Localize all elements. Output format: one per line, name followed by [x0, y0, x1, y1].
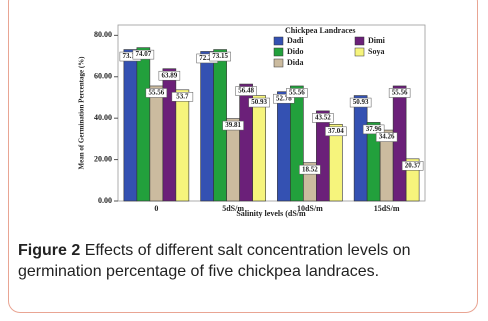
value-label-box [375, 132, 398, 142]
plot-frame [117, 24, 426, 202]
legend-swatch [354, 36, 365, 46]
value-label-box [312, 113, 334, 123]
value-label: 50.93 [353, 98, 369, 106]
value-label-box [222, 120, 244, 131]
value-label: 74.07 [136, 50, 152, 58]
caption: Figure 2 Effects of different salt conce… [18, 240, 473, 282]
value-label: 55.56 [149, 89, 165, 97]
legend-title: Chickpea Landraces [285, 26, 355, 35]
bar [316, 110, 330, 202]
figure-frame [8, 0, 478, 313]
y-tick-label: 20.00 [94, 154, 112, 163]
value-label-box [145, 88, 168, 98]
x-axis-title: Salinity levels (dS/m [236, 209, 306, 218]
value-label: 63.89 [162, 71, 178, 79]
legend-swatch [273, 58, 284, 68]
bar [392, 85, 407, 202]
legend-label: Dadi [287, 36, 304, 45]
value-label-box [171, 92, 194, 102]
bar [226, 118, 240, 202]
value-label: 50.93 [251, 98, 267, 106]
bar [123, 49, 138, 202]
y-axis-title: Mean of Germination Percentage (%) [78, 56, 86, 170]
chart: Mean of Germination Percentage (%) Salin… [78, 24, 426, 218]
value-label: 20.37 [405, 161, 421, 169]
x-tick-label: 10dS/m [297, 204, 323, 213]
value-label-box [158, 70, 181, 81]
value-label-box [299, 164, 321, 175]
value-label-box [209, 51, 231, 62]
y-tick-label: 60.00 [94, 72, 112, 81]
value-label-box [273, 93, 295, 104]
value-label: 73.15 [212, 52, 228, 60]
bar [329, 124, 343, 202]
caption-label: Figure 2 [18, 242, 81, 259]
x-tick-label: 5dS/m [222, 204, 244, 213]
value-label: 39.81 [225, 121, 241, 129]
value-label: 73.15 [123, 52, 139, 60]
value-label-box [235, 86, 257, 96]
legend-swatch [354, 47, 365, 57]
bar [136, 47, 151, 202]
value-label-box [349, 97, 372, 108]
value-label: 18.52 [302, 165, 318, 173]
x-tick-label: 15dS/m [374, 204, 400, 213]
y-tick-label: 40.00 [94, 113, 112, 122]
value-label-box [248, 97, 270, 108]
bar [252, 95, 266, 202]
y-tick-label: 0.00 [98, 196, 112, 205]
value-label: 34.26 [379, 133, 395, 141]
y-tick-label: 80.00 [94, 30, 112, 39]
legend-label: Dido [287, 47, 303, 56]
value-label-box [401, 161, 424, 171]
legend-label: Soya [368, 47, 384, 56]
value-label-box [362, 124, 385, 135]
bar [277, 91, 291, 202]
value-label: 43.52 [315, 113, 331, 121]
value-label: 56.48 [238, 87, 254, 95]
value-label: 72.22 [199, 54, 215, 62]
value-label: 55.56 [392, 89, 408, 97]
bar [200, 51, 214, 202]
value-label: 37.04 [328, 127, 344, 135]
caption-text: Effects of different salt concentration … [18, 242, 411, 280]
value-label: 55.56 [289, 89, 305, 97]
legend-label: Dimi [368, 36, 386, 45]
value-label-box [286, 88, 308, 98]
value-label-box [388, 88, 411, 98]
x-tick-label: 0 [154, 204, 158, 213]
legend-swatch [273, 36, 284, 46]
value-label-box [132, 49, 155, 60]
bar [149, 85, 164, 202]
bar [353, 95, 368, 202]
value-label: 52.78 [276, 94, 292, 102]
value-label: 37.96 [366, 125, 382, 133]
value-label-box [325, 126, 347, 137]
legend-swatch [273, 47, 284, 57]
bar [175, 89, 190, 202]
value-label: 53.7 [176, 92, 189, 100]
legend-label: Dida [287, 58, 303, 67]
